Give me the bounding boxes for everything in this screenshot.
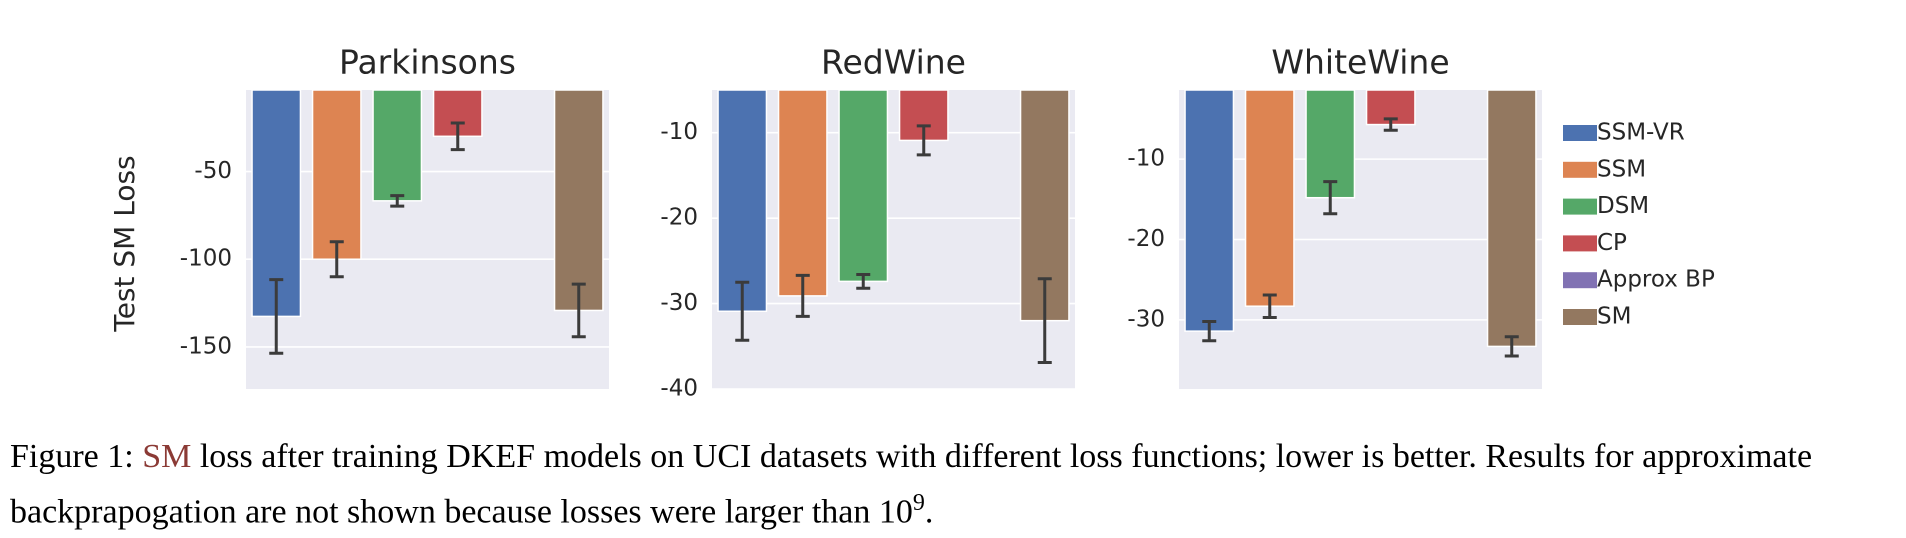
error-bar — [269, 278, 284, 355]
legend-swatch — [1563, 125, 1597, 141]
plot-background — [246, 90, 609, 389]
legend-label: CP — [1597, 230, 1627, 256]
error-bar — [916, 124, 931, 157]
y-tick-label: -30 — [1127, 306, 1165, 332]
error-bar — [390, 194, 405, 208]
error-bar — [856, 273, 871, 290]
bar — [311, 89, 362, 260]
error-bar — [329, 240, 344, 279]
chart-title: Parkinsons — [339, 43, 516, 82]
y-tick-label: -30 — [660, 290, 698, 316]
legend-swatch — [1563, 272, 1597, 289]
bar — [553, 89, 604, 312]
error-bar — [1037, 277, 1052, 365]
y-tick-label: -100 — [180, 246, 232, 272]
y-tick-label: -40 — [660, 376, 698, 402]
legend-label: SM — [1597, 304, 1631, 330]
y-tick-label: -20 — [1127, 226, 1165, 252]
caption-exp: 9 — [912, 490, 925, 516]
error-bar — [1262, 293, 1277, 319]
caption-base: 10 — [878, 493, 913, 531]
legend-swatch — [1563, 309, 1597, 325]
chart-title: RedWine — [821, 43, 966, 82]
bar — [717, 89, 768, 313]
error-bar — [1202, 319, 1217, 343]
bar — [1244, 89, 1295, 307]
legend-label: DSM — [1597, 193, 1649, 219]
bar — [372, 89, 423, 202]
bar — [1486, 89, 1537, 348]
legend-swatch — [1563, 161, 1597, 178]
error-bar — [1504, 335, 1519, 358]
chart-title: WhiteWine — [1271, 43, 1449, 82]
bar — [838, 89, 889, 283]
legend-label: Approx BP — [1597, 267, 1715, 293]
y-tick-label: -10 — [1127, 146, 1165, 172]
legend-swatch — [1563, 198, 1597, 215]
error-bar — [450, 121, 465, 152]
legend-label: SSM — [1597, 156, 1646, 182]
legend-label: SSM-VR — [1597, 120, 1685, 146]
y-tick-label: -150 — [180, 333, 232, 359]
error-bar — [795, 273, 810, 318]
caption-end: . — [924, 493, 934, 531]
bar — [1184, 89, 1235, 332]
bar — [1305, 89, 1356, 199]
caption: Figure 1: SM loss after training DKEF mo… — [10, 434, 1900, 535]
caption-text: loss after training DKEF models on UCI d… — [10, 438, 1813, 531]
y-tick-label: -10 — [660, 119, 698, 145]
plot-background — [712, 90, 1075, 389]
y-tick-label: -20 — [660, 205, 698, 231]
error-bar — [735, 280, 750, 342]
bar — [777, 89, 828, 297]
error-bar — [1323, 180, 1338, 216]
caption-link[interactable]: SM — [142, 438, 192, 475]
error-bar — [571, 282, 586, 339]
caption-label: Figure 1: — [10, 438, 134, 475]
legend-swatch — [1563, 235, 1597, 252]
y-axis-label: Test SM Loss — [108, 155, 141, 332]
error-bar — [1383, 117, 1398, 132]
figure: Parkinsons Test SM Loss -50 -100 -150 RedWine… — [108, 43, 1715, 402]
y-tick-label: -50 — [194, 158, 232, 184]
